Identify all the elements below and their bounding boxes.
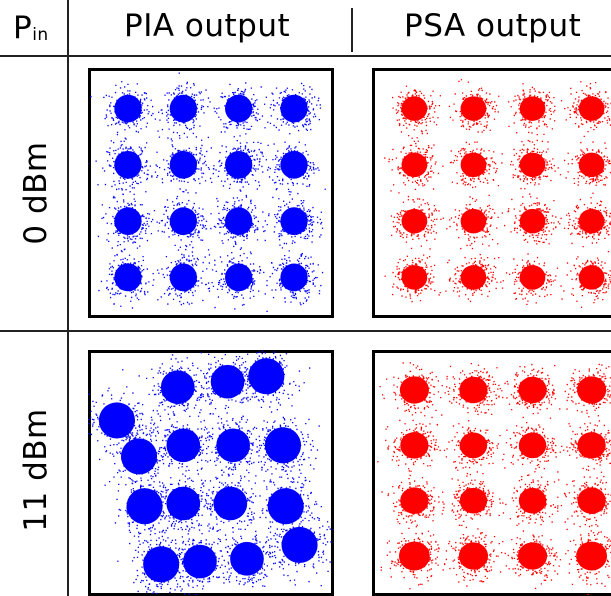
constellation-cluster xyxy=(189,352,264,425)
col2-title: PSA output xyxy=(404,8,582,44)
constellation-cluster xyxy=(502,409,565,478)
constellation-cluster xyxy=(98,241,154,309)
constellation-cluster xyxy=(265,82,322,135)
constellation-cluster xyxy=(265,499,334,587)
constellation-cluster xyxy=(207,82,275,155)
constellation-cluster xyxy=(559,141,611,194)
constellation-cluster xyxy=(392,85,441,139)
constellation-cluster xyxy=(390,190,442,250)
constellation-cluster xyxy=(153,246,220,306)
row-divider xyxy=(0,330,611,332)
constellation-cluster xyxy=(146,408,242,485)
constellation-psa-0dbm xyxy=(372,68,611,318)
constellation-cluster xyxy=(266,250,324,306)
constellation-cluster xyxy=(90,81,160,139)
header-divider xyxy=(0,55,611,57)
constellation-cluster xyxy=(443,532,504,587)
constellation-cluster xyxy=(504,196,562,245)
constellation-cluster xyxy=(563,242,611,308)
constellation-cluster xyxy=(158,527,235,595)
constellation-cluster xyxy=(206,136,271,192)
constellation-cluster xyxy=(501,139,559,195)
row-label-11dbm: 11 dBm xyxy=(18,408,54,532)
constellation-cluster xyxy=(227,350,311,411)
constellation-cluster xyxy=(563,197,611,248)
constellation-cluster xyxy=(560,81,611,143)
constellation-cluster xyxy=(262,194,324,257)
constellation-cluster xyxy=(210,527,293,588)
constellation-cluster xyxy=(149,465,213,550)
label-column-divider xyxy=(67,0,69,596)
constellation-cluster xyxy=(504,523,562,590)
pin-label: P xyxy=(13,10,33,46)
constellation-cluster xyxy=(381,474,445,535)
constellation-cluster xyxy=(448,79,500,133)
constellation-cluster xyxy=(436,420,506,475)
constellation-cluster xyxy=(442,467,501,534)
constellation-cluster xyxy=(380,524,448,590)
constellation-pia-0dbm xyxy=(88,68,334,318)
constellation-cluster xyxy=(566,407,611,478)
constellation-cluster xyxy=(138,354,214,430)
row-label-0dbm: 0 dBm xyxy=(18,141,54,245)
constellation-cluster xyxy=(446,363,503,416)
pin-subscript: in xyxy=(32,25,49,45)
constellation-cluster xyxy=(88,369,166,465)
constellation-cluster xyxy=(198,412,269,479)
column-divider xyxy=(351,8,353,52)
constellation-cluster xyxy=(248,411,320,489)
constellation-cluster xyxy=(384,254,447,303)
constellation-cluster xyxy=(565,523,611,596)
constellation-cluster xyxy=(379,362,448,422)
constellation-cluster xyxy=(152,72,211,148)
constellation-psa-11dbm xyxy=(372,350,611,596)
constellation-cluster xyxy=(214,194,268,257)
constellation-cluster xyxy=(439,253,504,303)
constellation-cluster xyxy=(508,83,556,143)
constellation-cluster xyxy=(158,181,221,256)
constellation-cluster xyxy=(154,132,217,194)
constellation-cluster xyxy=(442,179,503,250)
constellation-cluster xyxy=(97,191,159,256)
constellation-cluster xyxy=(564,363,611,418)
constellation-cluster xyxy=(99,416,186,501)
constellation-cluster xyxy=(502,474,569,526)
constellation-cluster xyxy=(190,466,269,542)
constellation-cluster xyxy=(499,363,561,419)
constellation-cluster xyxy=(88,138,158,201)
constellation-cluster xyxy=(114,462,181,545)
constellation-cluster xyxy=(117,527,214,596)
constellation-cluster xyxy=(563,471,611,531)
constellation-cluster xyxy=(257,141,326,195)
col1-title: PIA output xyxy=(124,8,291,44)
constellation-cluster xyxy=(384,132,452,190)
constellation-cluster xyxy=(377,423,448,472)
constellation-cluster xyxy=(208,247,287,312)
constellation-cluster xyxy=(449,141,512,189)
constellation-pia-11dbm xyxy=(88,350,334,596)
constellation-cluster xyxy=(243,458,320,543)
constellation-cluster xyxy=(498,253,563,305)
pin-header: Pin xyxy=(13,8,49,55)
